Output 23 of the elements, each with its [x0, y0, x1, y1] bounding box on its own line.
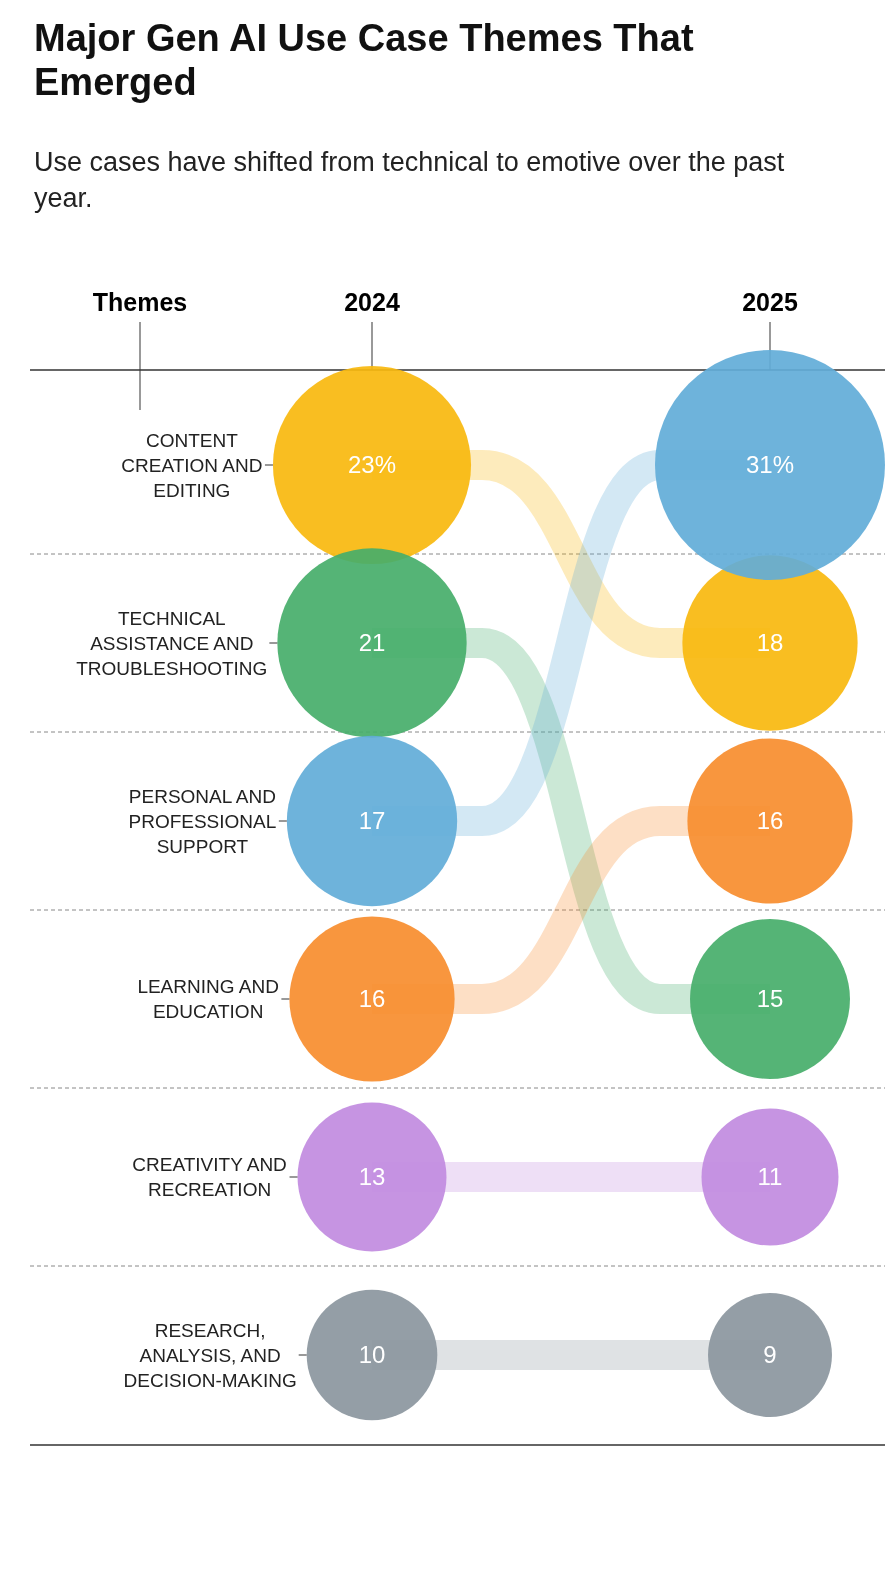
category-label: 2024	[344, 287, 400, 316]
data-label: 13	[358, 1163, 386, 1191]
data-label: 23%	[347, 451, 397, 479]
data-label: 9	[763, 1341, 777, 1369]
data-label: 18	[756, 629, 784, 657]
data-label: 21	[358, 629, 386, 657]
data-label: 11	[757, 1163, 783, 1191]
series-label: CREATIVITY AND RECREATION	[132, 1154, 287, 1201]
text: Major Gen AI Use Case Themes That Emerged	[34, 17, 694, 104]
data-label: 31%	[745, 451, 795, 479]
series-label: LEARNING AND EDUCATION	[137, 976, 279, 1023]
data-label: 16	[358, 985, 386, 1013]
series-label: CONTENT CREATION AND EDITING	[121, 429, 263, 501]
series-label: PERSONAL AND PROFESSIONAL SUPPORT	[128, 785, 277, 857]
data-label: 15	[756, 985, 784, 1013]
series-label: TECHNICAL ASSISTANCE AND TROUBLESHOOTING	[76, 607, 268, 679]
data-label: 16	[756, 807, 784, 835]
legend-title: Themes	[92, 287, 188, 316]
data-label: 10	[358, 1341, 386, 1369]
data-label: 17	[358, 807, 386, 835]
category-label: 2025	[742, 287, 798, 316]
series-label: RESEARCH, ANALYSIS, AND DECISION-MAKING	[123, 1319, 297, 1391]
text: Use cases have shifted from technical to emotive over the past year.	[34, 147, 785, 214]
